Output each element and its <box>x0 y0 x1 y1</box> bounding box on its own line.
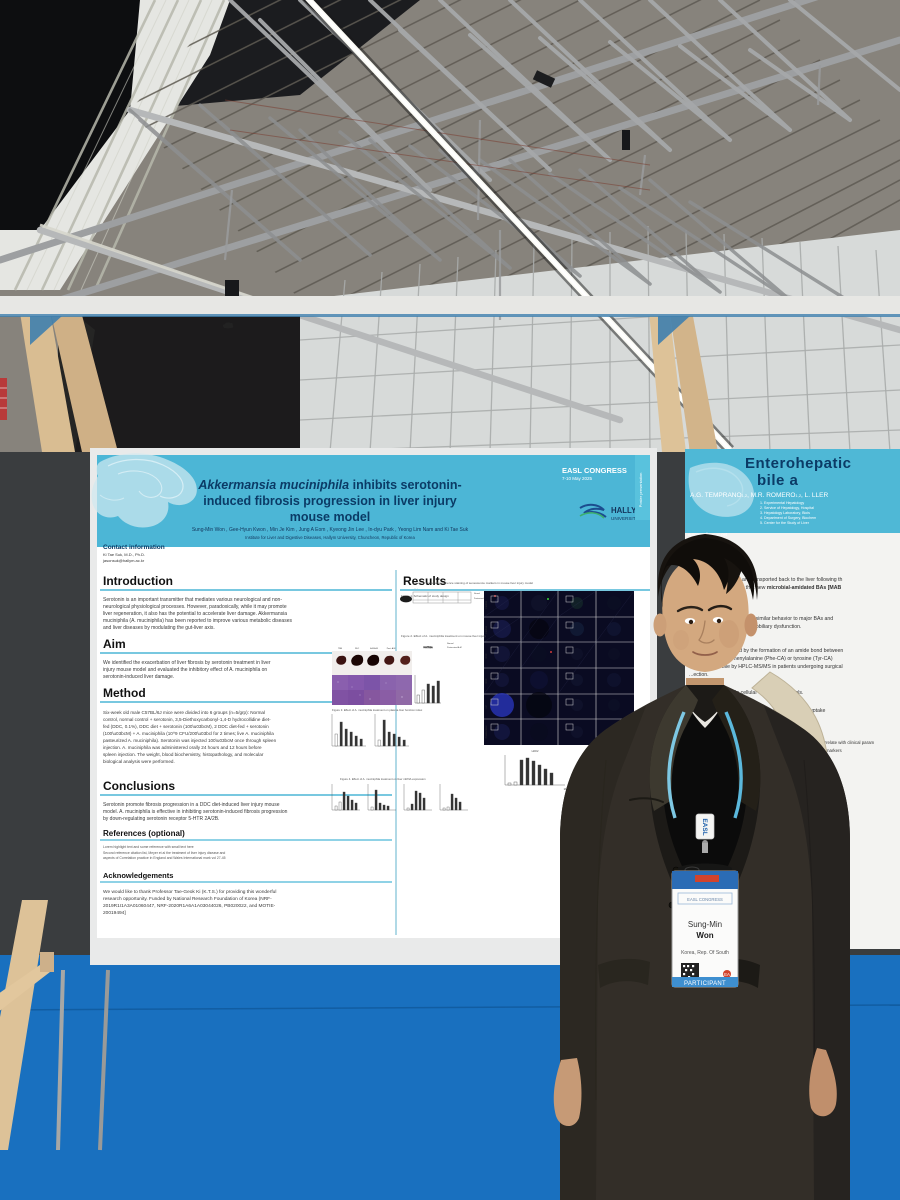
svg-text:bile a: bile a <box>757 472 799 489</box>
svg-text:4. Department of Surgery, Bioc: 4. Department of Surgery, Biochem <box>760 516 816 520</box>
svg-text:Figure 2. Effect of A. mucinip: Figure 2. Effect of A. muciniphila treat… <box>401 634 486 638</box>
svg-text:DDC: DDC <box>485 678 488 683</box>
svg-text:We identified the exacerbation: We identified the exacerbation of liver … <box>103 660 271 666</box>
svg-text:Lorem highlight text and some: Lorem highlight text and some reference … <box>103 845 194 849</box>
svg-text:References (optional): References (optional) <box>103 829 185 838</box>
svg-text:neurological physiological pro: neurological physiological processes. Ho… <box>103 604 287 610</box>
svg-text:Control: Control <box>485 601 488 609</box>
svg-text:Poster presentation: Poster presentation <box>638 473 643 508</box>
svg-text:induced fibrosis progression i: induced fibrosis progression in liver in… <box>203 494 457 508</box>
svg-text:serotonin-induced liver damage: serotonin-induced liver damage. <box>103 674 174 680</box>
svg-text:A.G. TEMPRANO1,2, M.R. ROMERO1: A.G. TEMPRANO1,2, M.R. ROMERO1,2, L. LLE… <box>690 492 828 499</box>
svg-text:↓ ↓ ↓: ↓ ↓ ↓ <box>414 588 418 590</box>
svg-text:UNIVERSITY: UNIVERSITY <box>611 516 639 521</box>
svg-text:5-HTR2A: 5-HTR2A <box>423 646 433 649</box>
svg-text:Conclusions: Conclusions <box>103 779 175 793</box>
svg-text:PARTICIPANT: PARTICIPANT <box>684 981 726 987</box>
svg-text:Pasteurized: Pasteurized <box>485 725 488 738</box>
svg-text:spleen injection. The weight,: spleen injection. The weight, blood bioc… <box>103 752 264 757</box>
svg-text:Control: Control <box>485 626 488 634</box>
svg-text:Past. A.M: Past. A.M <box>387 647 396 650</box>
svg-text:Introduction: Introduction <box>103 574 173 588</box>
svg-text:DDC: DDC <box>485 653 488 658</box>
svg-text:pasteurized A. muciniphila). S: pasteurized A. muciniphila). Serotonin w… <box>103 738 277 743</box>
svg-text:Figure 3. Effect of A. mucinip: Figure 3. Effect of A. muciniphila treat… <box>332 708 423 712</box>
svg-text:Normal: Normal <box>447 643 454 645</box>
svg-text:TNN: TNN <box>338 648 343 650</box>
svg-text:research opportunity. Funded b: research opportunity. Funded by National… <box>103 896 272 902</box>
svg-text:Method: Method <box>103 686 146 700</box>
svg-text:Enterohepatic: Enterohepatic <box>745 455 852 472</box>
svg-text:liver regeneration, it also ha: liver regeneration, it also has the pote… <box>103 611 287 617</box>
svg-text:Korea, Rep. Of South: Korea, Rep. Of South <box>681 950 729 956</box>
svg-text:20019494]: 20019494] <box>103 910 126 916</box>
svg-text:2019R1I1A3A01060447, NRF-2020R: 2019R1I1A3A01060447, NRF-2020R1A6A1A0304… <box>103 903 276 909</box>
svg-text:2. Service of Hepatology, Hosp: 2. Service of Hepatology, Hospital <box>760 506 814 510</box>
svg-text:7-10 May 2025: 7-10 May 2025 <box>562 476 593 481</box>
svg-text:H2O2: H2O2 <box>532 749 539 753</box>
svg-text:Aim: Aim <box>103 637 126 651</box>
svg-text:and liver diseases by modulati: and liver diseases by modulating the gut… <box>103 625 215 631</box>
svg-text:model. A. muciniphila is effec: model. A. muciniphila is effective in in… <box>103 809 288 815</box>
svg-text:A.M A.M: A.M A.M <box>370 647 378 650</box>
svg-text:5. Center for the Study of Liv: 5. Center for the Study of Liver <box>760 521 810 525</box>
svg-text:mouse model: mouse model <box>290 510 371 524</box>
svg-text:Pasteurized A.M: Pasteurized A.M <box>447 646 462 649</box>
svg-text:EASL CONGRESS: EASL CONGRESS <box>687 897 723 902</box>
svg-text:aspects of Correlation practic: aspects of Correlation practice in Engla… <box>103 856 226 860</box>
svg-text:control, normal control + sero: control, normal control + serotonin, 3,5… <box>103 717 271 722</box>
svg-text:Sung-Min: Sung-Min <box>688 920 722 929</box>
svg-text:EASL CONGRESS: EASL CONGRESS <box>562 466 627 475</box>
svg-text:Institute for Liver and Digest: Institute for Liver and Digestive Diseas… <box>245 535 415 540</box>
svg-text:Six-week old male C57BL/6J mic: Six-week old male C57BL/6J mice were div… <box>103 710 265 715</box>
svg-text:Figure 3. Immunofluorescence s: Figure 3. Immunofluorescence staining of… <box>413 581 533 585</box>
svg-text:Serotonin promote fibrosis pro: Serotonin promote fibrosis progression i… <box>103 802 280 808</box>
svg-text:fed (DDC, 0.1%), DDC diet + se: fed (DDC, 0.1%), DDC diet + serotonin (1… <box>103 724 269 729</box>
svg-text:Serotonin is an important tran: Serotonin is an important transmitter th… <box>103 597 282 603</box>
svg-text:jasonsuk@hallym.ac.kr: jasonsuk@hallym.ac.kr <box>102 558 145 563</box>
svg-text:1. Experimental Hepatology: 1. Experimental Hepatology <box>760 501 804 505</box>
svg-text:Akkermansia muciniphila inhibi: Akkermansia muciniphila inhibits seroton… <box>197 478 461 492</box>
svg-text:EA: EA <box>724 972 730 977</box>
svg-text:correlate with clinical param: correlate with clinical param <box>820 740 875 745</box>
svg-text:Contact information: Contact information <box>103 544 165 551</box>
svg-text:(100\u03bcM) + A. muciniphila: (100\u03bcM) + A. muciniphila (10^9 CFU/… <box>103 731 274 736</box>
svg-text:Second reference citation list: Second reference citation list, Meyer et… <box>103 851 225 855</box>
svg-text:biological analysis were perfo: biological analysis were performed. <box>103 759 175 764</box>
svg-text:...ection.: ...ection. <box>689 672 709 678</box>
svg-text:Ki Tae Suk, M.D., Ph.D.: Ki Tae Suk, M.D., Ph.D. <box>103 552 145 557</box>
svg-text:by down-regulating serotonin r: by down-regulating serotonin receptor 5-… <box>103 816 219 822</box>
svg-text:3. Hepatology Laboratory, Bioi: 3. Hepatology Laboratory, Biois <box>760 511 810 515</box>
svg-text:Acknowledgements: Acknowledgements <box>103 871 173 880</box>
svg-text:injection. A. muciniphila was: injection. A. muciniphila was administer… <box>103 745 262 750</box>
svg-text:Normal: Normal <box>474 593 480 595</box>
svg-text:EASL: EASL <box>701 818 708 835</box>
svg-text:muciniphila (A. muciniphila) h: muciniphila (A. muciniphila) has been re… <box>103 618 292 624</box>
svg-text:Sung-Min Won , Gee-Hyun Kwon ,: Sung-Min Won , Gee-Hyun Kwon , Min Je Ki… <box>192 527 469 533</box>
svg-text:Figure 4. Effect of A. mucinip: Figure 4. Effect of A. muciniphila treat… <box>340 777 426 781</box>
svg-text:We would like to thank Profess: We would like to thank Professor Tae-Geo… <box>103 889 276 895</box>
svg-text:Won: Won <box>696 931 713 940</box>
svg-text:injury mouse model and evaluat: injury mouse model and evaluated the inh… <box>103 667 267 673</box>
svg-text:DDC: DDC <box>355 648 360 650</box>
svg-text:LM: LM <box>485 705 488 708</box>
